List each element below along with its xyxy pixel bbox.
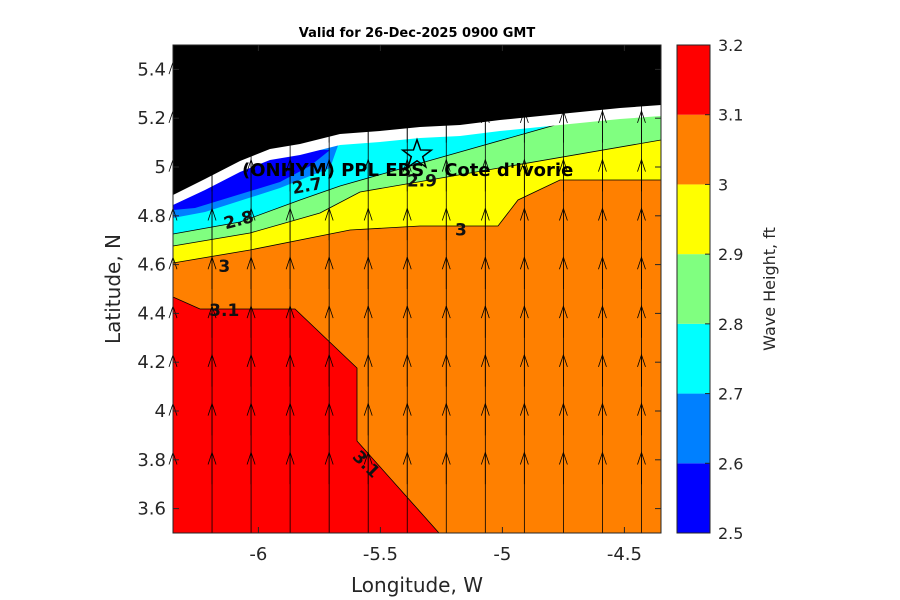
y-axis-label: Latitude, N: [101, 234, 125, 344]
y-tick-label: 4.8: [137, 206, 166, 227]
wave-arrow: [363, 60, 373, 143]
contour-line: [172, 179, 661, 264]
y-tick-label: 4.4: [137, 303, 166, 324]
y-tick-label: 4.2: [137, 352, 166, 373]
colorbar-segment: [677, 463, 710, 533]
wave-arrow: [402, 60, 412, 143]
wave-arrow: [441, 60, 451, 143]
y-axis-ticks: 3.6 3.8 4 4.2 4.4 4.6 4.8 5 5.2 5.4: [137, 59, 661, 520]
x-tick-label: -5.5: [363, 544, 398, 565]
colorbar-segment: [677, 45, 710, 115]
contour-line: [172, 94, 662, 235]
colorbar-tick-label: 3.1: [718, 106, 743, 125]
y-tick-label: 4: [155, 401, 166, 422]
y-tick-label: 3.6: [137, 499, 166, 520]
y-tick-label: 3.8: [137, 450, 166, 471]
wave-arrow: [207, 60, 217, 143]
wave-arrow: [519, 60, 529, 143]
colorbar-tick-label: 2.9: [718, 245, 743, 264]
wave-arrow: [246, 60, 256, 143]
colorbar-tick-label: 2.7: [718, 385, 743, 404]
x-tick-label: -6: [249, 544, 267, 565]
y-tick-label: 5.2: [137, 108, 166, 129]
plot-frame: [172, 44, 662, 534]
x-tick-label: -5: [493, 544, 511, 565]
station-label: (ONHYM) PPL EBS - Cote d'Ivorie: [242, 160, 573, 181]
fill-3.1-3.2: [173, 297, 439, 533]
colorbar-segment: [677, 393, 710, 464]
colorbar-segment: [677, 254, 710, 324]
chart-title: Valid for 26-Dec-2025 0900 GMT: [299, 26, 536, 41]
contour-line: [172, 139, 662, 247]
land-mask: [173, 45, 661, 205]
colorbar-tick-label: 2.5: [718, 524, 743, 543]
x-axis-ticks: -6 -5.5 -5 -4.5: [249, 45, 642, 565]
contour-line: [172, 296, 440, 534]
contour-label: 3: [218, 257, 230, 277]
colorbar-tick-label: 2.8: [718, 315, 743, 334]
x-tick-label: -4.5: [607, 544, 642, 565]
colorbar-tick-label: 2.6: [718, 454, 743, 473]
wave-arrow: [480, 60, 490, 143]
y-tick-label: 5: [155, 157, 166, 178]
station-star-icon: [400, 137, 434, 169]
y-tick-label: 5.4: [137, 59, 166, 80]
wave-arrow: [285, 60, 295, 143]
colorbar-tick-label: 3.2: [718, 36, 743, 55]
colorbar: 2.5 2.6 2.7 2.8 2.9 3 3.1 3.2: [676, 36, 743, 543]
contour-label: 3.1: [209, 301, 239, 321]
contour-lines: [172, 94, 662, 534]
colorbar-label: Wave Height, ft: [760, 227, 779, 351]
colorbar-segment: [677, 184, 710, 255]
colorbar-segment: [677, 323, 710, 394]
contour-label: 3: [455, 220, 467, 240]
wave-arrow: [598, 60, 607, 143]
station-marker-group: (ONHYM) PPL EBS - Cote d'Ivorie: [242, 137, 573, 181]
x-axis-label: Longitude, W: [351, 573, 483, 597]
wave-arrow: [559, 60, 568, 143]
y-tick-label: 4.6: [137, 255, 166, 276]
land: [173, 45, 661, 195]
colorbar-tick-label: 3: [718, 175, 728, 194]
wave-arrow: [637, 60, 646, 143]
wave-arrow: [324, 60, 334, 143]
contour-label: 2.9: [407, 172, 437, 192]
colorbar-segment: [677, 114, 710, 185]
